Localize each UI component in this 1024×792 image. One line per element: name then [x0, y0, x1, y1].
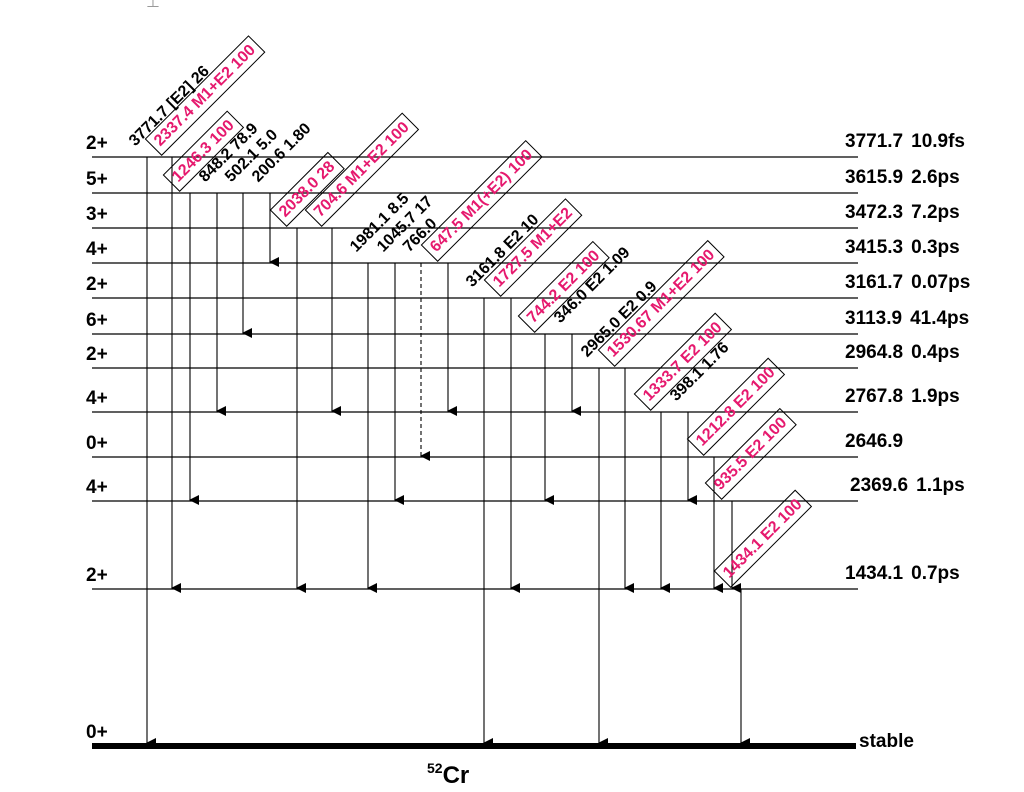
level-energy: 2646.9 [845, 431, 904, 452]
label-box [704, 407, 797, 500]
label-box [144, 35, 266, 156]
level-energy: 3771.7 [845, 131, 904, 152]
level-energy-label: 3771.7 10.9fs [845, 131, 965, 153]
cropped-glyph: ⊥ [146, 0, 160, 11]
level-lifetime: 0.4ps [911, 342, 960, 363]
level-energy-label: 1434.1 0.7ps [845, 563, 960, 585]
level-lifetime: 1.1ps [916, 475, 965, 496]
label-box [304, 112, 420, 227]
label-box [686, 357, 786, 456]
label-box [420, 139, 543, 262]
level-energy: 2369.6 [850, 475, 909, 496]
level-lifetime: 41.4ps [910, 308, 970, 329]
level-lifetime: 7.2ps [911, 202, 960, 223]
level-energy: 3472.3 [845, 202, 904, 223]
spin-parity-label: 0+ [86, 433, 108, 454]
transition-label-boxed: 647.5 M1(+E2) 100 [420, 139, 543, 262]
level-energy-label: 3615.9 2.6ps [845, 167, 960, 189]
spin-parity-label: 5+ [86, 169, 108, 190]
level-energy-label: 3161.7 0.07ps [845, 272, 970, 294]
spin-parity-label: 4+ [86, 388, 108, 409]
level-energy-label: 2646.9 [845, 431, 911, 453]
spin-parity-label: 0+ [86, 722, 108, 743]
level-energy-label: 2964.8 0.4ps [845, 342, 960, 364]
spin-parity-label: 2+ [86, 344, 108, 365]
label-box [597, 239, 725, 367]
spin-parity-label: 2+ [86, 133, 108, 154]
level-energy: 1434.1 [845, 563, 904, 584]
label-box [517, 240, 610, 333]
level-energy-label: 3472.3 7.2ps [845, 202, 960, 224]
level-energy-label: 3415.3 0.3ps [845, 237, 960, 259]
level-energy: 3415.3 [845, 237, 904, 258]
spin-parity-label: 4+ [86, 477, 108, 498]
spin-parity-label: 3+ [86, 204, 108, 225]
level-energy-label: 2767.8 1.9ps [845, 386, 960, 408]
level-energy: 3113.9 [845, 308, 903, 329]
gamma-transitions [146, 157, 750, 748]
level-energy: 2767.8 [845, 386, 904, 407]
level-lifetime: 1.9ps [911, 386, 960, 407]
level-lifetime: 2.6ps [911, 167, 960, 188]
spin-parity-label: 2+ [86, 274, 108, 295]
level-energy: 3161.7 [845, 272, 904, 293]
nucleus-label: 52Cr [427, 760, 469, 790]
label-box [269, 151, 345, 227]
element-symbol: Cr [442, 762, 470, 789]
energy-levels [92, 156, 858, 749]
level-lifetime: stable [859, 731, 914, 752]
level-lifetime: 0.7ps [911, 563, 960, 584]
transition-label-text: 1434.1 E2 100 [720, 496, 806, 582]
level-energy-label: stable [859, 731, 914, 753]
label-box [483, 198, 583, 297]
spin-parity-label: 2+ [86, 565, 108, 586]
spin-parity-label: 4+ [86, 239, 108, 260]
transition-label-boxed: 1434.1 E2 100 [713, 489, 813, 588]
level-lifetime: 10.9fs [911, 131, 965, 152]
level-energy: 3615.9 [845, 167, 904, 188]
level-lifetime: 0.3ps [911, 237, 960, 258]
spin-parity-label: 6+ [86, 310, 108, 331]
label-box [162, 110, 245, 192]
level-energy: 2964.8 [845, 342, 904, 363]
mass-number: 52 [427, 760, 443, 776]
level-lifetime: 0.07ps [911, 272, 971, 293]
label-box [633, 312, 733, 411]
level-energy-label: 2369.6 1.1ps [850, 475, 965, 497]
level-energy-label: 3113.9 41.4ps [845, 308, 969, 330]
label-box [713, 489, 813, 588]
